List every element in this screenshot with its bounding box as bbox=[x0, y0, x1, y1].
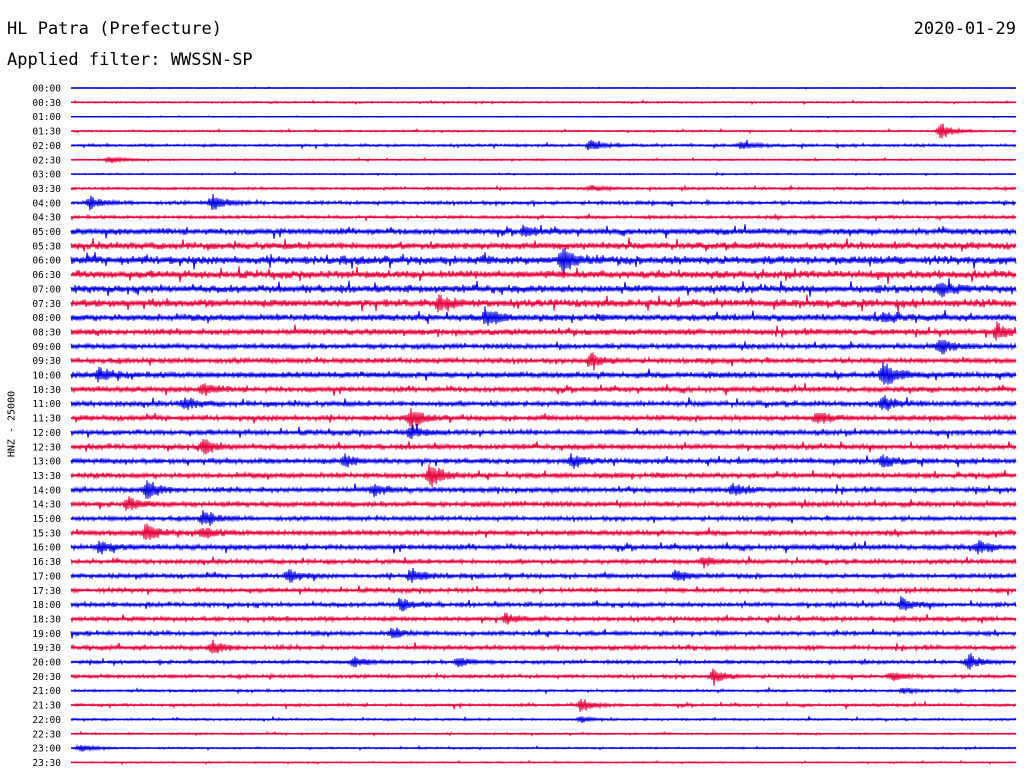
row-time-label: 12:30 bbox=[32, 442, 61, 453]
row-time-label: 14:00 bbox=[32, 485, 61, 496]
trace-row bbox=[70, 408, 1017, 431]
row-time-label: 09:00 bbox=[32, 342, 61, 353]
row-time-label: 16:00 bbox=[32, 543, 61, 554]
trace-row bbox=[70, 668, 1017, 686]
row-time-label: 12:00 bbox=[32, 428, 61, 439]
trace-row bbox=[70, 424, 1017, 439]
row-time-label: 05:00 bbox=[32, 227, 61, 238]
trace-row bbox=[70, 248, 1017, 275]
row-time-label: 08:30 bbox=[32, 327, 61, 338]
row-time-label: 01:30 bbox=[32, 127, 61, 138]
row-time-label: 14:30 bbox=[32, 500, 61, 511]
trace-row bbox=[70, 339, 1017, 355]
row-time-label: 10:00 bbox=[32, 371, 61, 382]
row-time-label: 09:30 bbox=[32, 356, 61, 367]
station-title: HL Patra (Prefecture) bbox=[7, 19, 222, 39]
row-time-label: 16:30 bbox=[32, 557, 61, 568]
row-time-label: 11:00 bbox=[32, 399, 61, 410]
row-time-label: 06:00 bbox=[32, 256, 61, 267]
trace-row bbox=[70, 556, 1017, 569]
row-time-label: 23:30 bbox=[32, 758, 61, 769]
row-time-label: 15:30 bbox=[32, 528, 61, 539]
filter-label: Applied filter: bbox=[7, 50, 161, 70]
row-time-label: 17:00 bbox=[32, 571, 61, 582]
row-time-label: 07:30 bbox=[32, 299, 61, 310]
trace-row bbox=[70, 523, 1017, 541]
row-time-label: 05:30 bbox=[32, 241, 61, 252]
row-time-label: 23:00 bbox=[32, 744, 61, 755]
row-time-label: 06:30 bbox=[32, 270, 61, 281]
filter-name: WWSSN-SP bbox=[170, 50, 253, 70]
row-time-label: 22:00 bbox=[32, 715, 61, 726]
row-time-label: 19:00 bbox=[32, 629, 61, 640]
row-time-label: 21:00 bbox=[32, 686, 61, 697]
row-time-label: 19:30 bbox=[32, 643, 61, 654]
row-time-label: 08:00 bbox=[32, 313, 61, 324]
trace-row bbox=[70, 639, 1017, 654]
trace-row bbox=[70, 237, 1017, 252]
row-time-label: 20:30 bbox=[32, 672, 61, 683]
row-time-label: 03:00 bbox=[32, 170, 61, 181]
row-time-label: 03:30 bbox=[32, 184, 61, 195]
row-time-label: 18:00 bbox=[32, 600, 61, 611]
plot-date: 2020-01-29 bbox=[913, 19, 1016, 39]
row-time-label: 13:30 bbox=[32, 471, 61, 482]
trace-row bbox=[70, 362, 1017, 385]
trace-row bbox=[70, 277, 1017, 298]
row-time-label: 04:00 bbox=[32, 198, 61, 209]
row-time-label: 00:00 bbox=[32, 84, 61, 95]
filter-line: Applied filter: WWSSN-SP bbox=[7, 50, 253, 70]
row-time-label: 01:00 bbox=[32, 112, 61, 123]
row-time-label: 13:00 bbox=[32, 457, 61, 468]
row-time-label: 22:30 bbox=[32, 729, 61, 740]
row-time-label: 10:30 bbox=[32, 385, 61, 396]
row-time-label: 02:00 bbox=[32, 141, 61, 152]
trace-row bbox=[70, 352, 1017, 371]
row-time-label: 17:30 bbox=[32, 586, 61, 597]
row-time-label: 04:30 bbox=[32, 213, 61, 224]
row-time-label: 02:30 bbox=[32, 155, 61, 166]
trace-row bbox=[70, 321, 1017, 341]
row-time-label: 15:00 bbox=[32, 514, 61, 525]
trace-row bbox=[70, 306, 1017, 326]
row-time-label: 18:30 bbox=[32, 614, 61, 625]
row-time-label: 07:00 bbox=[32, 284, 61, 295]
row-time-label: 00:30 bbox=[32, 98, 61, 109]
row-time-label: 21:30 bbox=[32, 701, 61, 712]
trace-row bbox=[70, 596, 1017, 612]
row-time-label: 20:00 bbox=[32, 658, 61, 669]
row-time-label: 11:30 bbox=[32, 414, 61, 425]
